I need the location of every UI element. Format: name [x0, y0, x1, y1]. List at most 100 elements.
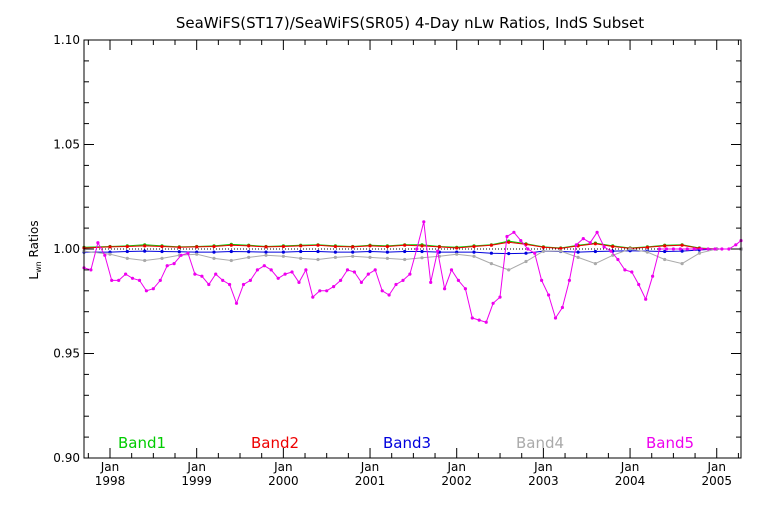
data-point-band5 [415, 247, 419, 251]
legend-entry-band5: Band5 [646, 434, 694, 452]
data-point-band2 [472, 244, 476, 249]
data-point-band4 [212, 256, 216, 260]
data-point-band5 [429, 280, 433, 284]
data-point-band5 [720, 247, 724, 251]
data-point-band5 [463, 287, 467, 291]
data-point-band5 [345, 268, 350, 272]
data-point-band4 [559, 249, 563, 253]
data-point-band5 [623, 268, 627, 272]
data-point-band4 [108, 252, 112, 256]
data-point-band5 [470, 316, 474, 320]
legend-entry-band2: Band2 [251, 434, 299, 452]
data-point-band2 [125, 244, 129, 249]
y-axis-label-subscript: wn [34, 261, 43, 273]
data-point-band4 [628, 247, 632, 251]
y-tick-label: 0.95 [53, 347, 80, 361]
legend: Band1 Band2 Band3 Band4 Band5 [118, 434, 694, 452]
data-point-band2 [593, 242, 598, 246]
data-point-band5 [540, 278, 544, 282]
y-axis-label-rest: Ratios [27, 220, 41, 261]
data-point-band4 [663, 257, 667, 262]
data-point-band5 [498, 295, 502, 299]
data-point-band5 [657, 247, 662, 251]
data-point-band3 [333, 250, 337, 254]
y-axis-label-main: L [27, 273, 41, 280]
data-point-band3 [524, 251, 528, 255]
data-point-band5 [630, 270, 634, 274]
data-point-band5 [553, 316, 558, 320]
data-point-band2 [247, 244, 251, 248]
data-point-band5 [339, 278, 343, 282]
data-point-band5 [443, 287, 447, 291]
data-point-band2 [212, 244, 216, 249]
x-tick-year-label: 2004 [615, 474, 646, 488]
data-point-band3 [316, 249, 320, 254]
data-point-band4 [593, 262, 598, 266]
data-point-band3 [351, 250, 355, 254]
data-point-band3 [403, 249, 407, 254]
data-point-band4 [368, 255, 372, 259]
data-point-band5 [664, 247, 669, 251]
data-point-band3 [507, 252, 511, 256]
data-point-band4 [351, 254, 355, 258]
data-point-band2 [403, 243, 407, 247]
y-tick-label: 1.00 [53, 242, 80, 256]
x-tick-month-label: Jan [186, 460, 206, 474]
y-axis-label: Lwn Ratios [27, 220, 43, 279]
data-point-band5 [422, 220, 426, 224]
data-point-band4 [333, 255, 337, 259]
x-tick-year-label: 2003 [528, 474, 559, 488]
data-point-band5 [366, 272, 370, 276]
data-point-band2 [195, 245, 199, 249]
data-point-band4 [524, 259, 528, 264]
data-point-band2 [299, 244, 303, 248]
data-point-band3 [472, 250, 476, 254]
data-point-band2 [160, 244, 164, 249]
data-point-band4 [264, 253, 268, 257]
data-point-band5 [373, 268, 377, 272]
data-point-band2 [281, 244, 285, 249]
data-point-band5 [526, 247, 530, 251]
data-point-band5 [595, 230, 599, 234]
data-point-band4 [403, 257, 407, 262]
data-point-band5 [137, 278, 142, 282]
data-point-band4 [697, 251, 702, 255]
data-point-band5 [734, 243, 738, 247]
data-point-band5 [304, 268, 308, 272]
data-point-band5 [387, 293, 391, 297]
series-line-band3 [84, 248, 741, 255]
data-point-band3 [160, 249, 164, 254]
data-point-band5 [151, 287, 155, 291]
data-point-band2 [316, 243, 320, 247]
data-point-band5 [505, 234, 509, 239]
data-point-band2 [264, 245, 268, 249]
data-point-band5 [96, 241, 100, 245]
data-point-band2 [351, 245, 355, 249]
data-point-band5 [588, 241, 592, 245]
data-point-band5 [352, 270, 356, 274]
data-point-band5 [477, 318, 481, 322]
data-point-band2 [333, 244, 337, 249]
data-point-band5 [221, 278, 225, 282]
data-point-band2 [455, 246, 459, 250]
data-point-band5 [408, 272, 412, 276]
data-point-band5 [158, 278, 162, 282]
data-point-band5 [248, 278, 252, 282]
data-point-band2 [507, 240, 511, 244]
data-point-band5 [706, 247, 710, 251]
data-point-band3 [385, 250, 389, 254]
data-point-band3 [212, 250, 216, 254]
data-point-band5 [651, 274, 655, 278]
data-point-band5 [456, 278, 460, 282]
data-point-band5 [332, 285, 336, 289]
y-tick-label: 0.90 [53, 451, 80, 465]
data-point-band5 [311, 295, 315, 299]
data-point-band4 [680, 262, 684, 266]
data-point-band5 [124, 272, 128, 276]
data-point-band4 [472, 254, 476, 258]
x-tick-month-label: Jan [533, 460, 553, 474]
data-point-band5 [207, 282, 211, 287]
data-point-band5 [574, 243, 578, 247]
data-point-band5 [567, 278, 572, 282]
data-point-band4 [229, 258, 233, 263]
